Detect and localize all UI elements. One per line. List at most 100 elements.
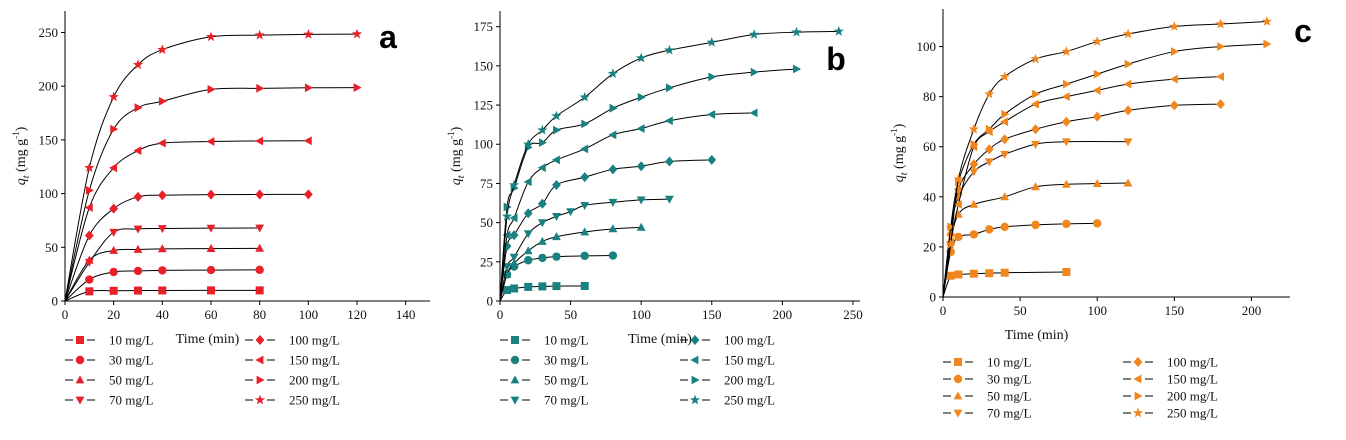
data-point <box>501 210 513 221</box>
data-point <box>537 198 547 209</box>
data-point <box>580 201 590 210</box>
legend-item: 150 mg/L <box>680 353 775 368</box>
legend-label: 70 mg/L <box>987 406 1031 421</box>
data-point <box>508 179 520 190</box>
data-point <box>133 266 143 276</box>
data-point <box>793 64 802 74</box>
legend-label: 10 mg/L <box>544 333 588 348</box>
legend-item: 70 mg/L <box>65 393 153 408</box>
legend-item: 250 mg/L <box>680 393 775 408</box>
data-point <box>1123 79 1132 89</box>
data-point <box>538 253 547 263</box>
data-point <box>255 224 265 233</box>
data-point <box>580 281 589 290</box>
series-30-mg-L <box>942 219 1102 298</box>
data-point <box>969 199 979 208</box>
data-point <box>945 239 956 249</box>
legend-label: 50 mg/L <box>109 373 153 388</box>
legend-marker <box>1133 357 1143 367</box>
legend-marker <box>254 394 266 405</box>
legend-item: 10 mg/L <box>65 333 153 348</box>
fit-line <box>942 76 1221 298</box>
series-100-mg-L <box>499 154 717 302</box>
data-point <box>954 232 963 242</box>
data-point <box>636 161 646 172</box>
data-point <box>1031 140 1040 149</box>
data-point <box>580 144 589 154</box>
data-point <box>637 92 646 102</box>
data-point <box>206 243 216 252</box>
data-point <box>636 52 647 63</box>
legend-item: 10 mg/L <box>500 333 588 348</box>
data-point <box>502 230 511 240</box>
data-point <box>109 203 119 214</box>
series-200-mg-L <box>64 83 362 302</box>
data-point <box>1170 47 1179 56</box>
legend-label: 100 mg/L <box>289 333 340 348</box>
legend-label: 250 mg/L <box>724 393 775 408</box>
data-point <box>553 125 562 135</box>
data-point <box>791 26 802 37</box>
chart-panel-a: 0 20 40 60 80 100 120 140 0 50 100 150 200 250 Time (m… <box>11 11 430 408</box>
legend-label: 100 mg/L <box>1167 355 1218 370</box>
x-tick-label: 100 <box>299 307 319 322</box>
series-70-mg-L <box>64 224 265 302</box>
data-point <box>1122 28 1134 39</box>
fit-line <box>942 43 1267 298</box>
legend-marker <box>75 375 85 384</box>
series-50-mg-L <box>499 222 646 302</box>
legend-label: 30 mg/L <box>544 353 588 368</box>
legend-item: 30 mg/L <box>65 353 153 368</box>
data-point <box>1092 178 1102 187</box>
data-point <box>110 124 119 134</box>
data-point <box>1031 124 1040 135</box>
data-point <box>85 287 94 296</box>
series-150-mg-L <box>499 108 758 302</box>
data-point <box>1061 46 1072 56</box>
data-point <box>969 168 979 177</box>
data-point <box>303 29 314 39</box>
y-tick-label: 100 <box>917 39 937 54</box>
data-point <box>580 172 590 183</box>
series-250-mg-L <box>64 28 363 302</box>
legend-marker <box>510 396 520 405</box>
x-tick-label: 20 <box>107 307 120 322</box>
data-point <box>748 29 760 39</box>
x-tick-label: 150 <box>702 307 722 322</box>
data-point <box>133 146 142 156</box>
data-point <box>608 130 617 140</box>
y-tick-label: 100 <box>39 186 59 201</box>
legend-item: 70 mg/L <box>500 393 588 408</box>
data-point <box>1169 100 1179 111</box>
data-point <box>523 230 533 239</box>
data-point <box>1093 69 1102 79</box>
fit-line <box>64 33 358 302</box>
legend-label: 100 mg/L <box>724 333 775 348</box>
data-point <box>353 83 362 92</box>
legend-label: 10 mg/L <box>987 355 1031 370</box>
series-100-mg-L <box>942 99 1225 298</box>
legend-label: 50 mg/L <box>544 373 588 388</box>
data-point <box>664 116 673 126</box>
data-point <box>256 83 265 93</box>
x-tick-label: 0 <box>497 307 504 322</box>
y-tick-label: 25 <box>480 254 493 269</box>
data-point <box>1169 21 1180 31</box>
series-10-mg-L <box>942 267 1071 298</box>
data-point <box>132 59 144 70</box>
data-point <box>538 282 547 291</box>
data-point <box>255 243 265 252</box>
data-point <box>133 191 143 202</box>
x-tick-label: 50 <box>564 307 577 322</box>
data-point <box>636 124 645 133</box>
y-tick-label: 0 <box>930 290 937 305</box>
data-point <box>1000 150 1010 159</box>
legend-a: 10 mg/L 30 mg/L 50 mg/L 70 mg/L 100 mg/L 150 … <box>65 333 340 408</box>
legend-item: 70 mg/L <box>943 406 1031 421</box>
x-tick-label: 140 <box>396 307 416 322</box>
data-point <box>510 284 519 293</box>
data-point <box>134 103 143 113</box>
data-point <box>984 88 995 99</box>
